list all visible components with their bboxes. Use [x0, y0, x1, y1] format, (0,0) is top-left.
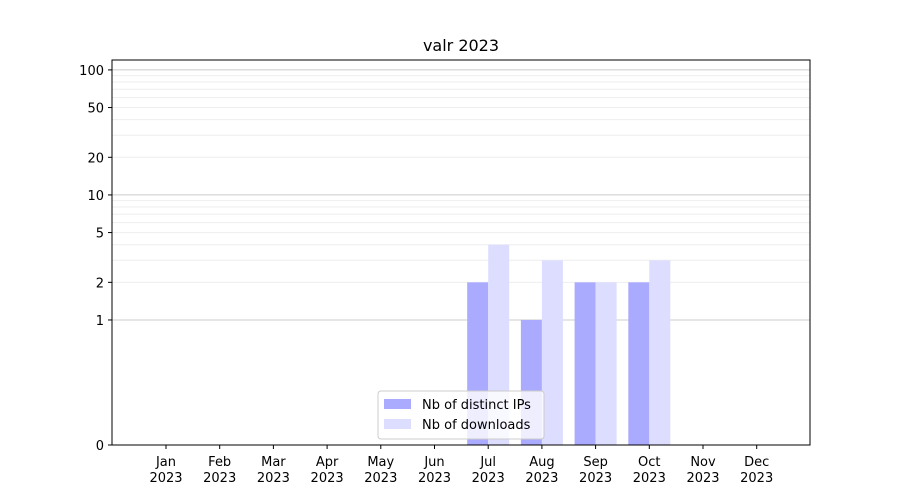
x-tick-label: Jan 2023	[149, 455, 182, 486]
plot-frame	[111, 59, 811, 446]
bar-downloads	[541, 260, 563, 445]
bar-distinct-ips	[574, 282, 596, 445]
legend-swatch	[384, 419, 411, 429]
y-axis: 0 1 2 5 10 20 50 100	[79, 64, 112, 454]
y-tick-label: 100	[79, 64, 104, 79]
y-tick-label: 0	[96, 439, 104, 454]
y-tick-label: 50	[87, 102, 104, 117]
x-tick-label: Feb 2023	[203, 455, 236, 486]
legend-label: Nb of downloads	[422, 418, 531, 433]
bar-distinct-ips	[628, 282, 650, 445]
y-tick-label: 10	[87, 189, 104, 204]
bar-downloads	[649, 260, 671, 445]
x-tick-label: May 2023	[364, 455, 397, 486]
x-tick-label: Jul 2023	[472, 455, 505, 486]
x-tick-label: Oct 2023	[633, 455, 666, 486]
legend-swatch	[384, 399, 411, 409]
x-tick-label: Jun 2023	[418, 455, 451, 486]
y-tick-label: 5	[96, 227, 104, 242]
x-tick-label: Dec 2023	[740, 455, 773, 486]
bar-downloads	[595, 282, 617, 445]
grid-lines	[112, 69, 810, 321]
x-tick-label: Mar 2023	[257, 455, 290, 486]
y-tick-label: 2	[96, 276, 104, 291]
chart-title: valr 2023	[423, 36, 499, 55]
legend: Nb of distinct IPs Nb of downloads	[377, 390, 545, 440]
legend-label: Nb of distinct IPs	[422, 398, 531, 413]
y-tick-label: 20	[87, 151, 104, 166]
x-axis: Jan 2023 Feb 2023 Mar 2023 Apr 2023 May 2023 Jun 20…	[149, 445, 773, 486]
x-tick-label: Nov 2023	[686, 455, 719, 486]
x-tick-label: Aug 2023	[525, 455, 558, 486]
x-tick-label: Apr 2023	[311, 455, 344, 486]
x-tick-label: Sep 2023	[579, 455, 612, 486]
legend-box	[377, 390, 545, 440]
y-tick-label: 1	[96, 314, 104, 329]
